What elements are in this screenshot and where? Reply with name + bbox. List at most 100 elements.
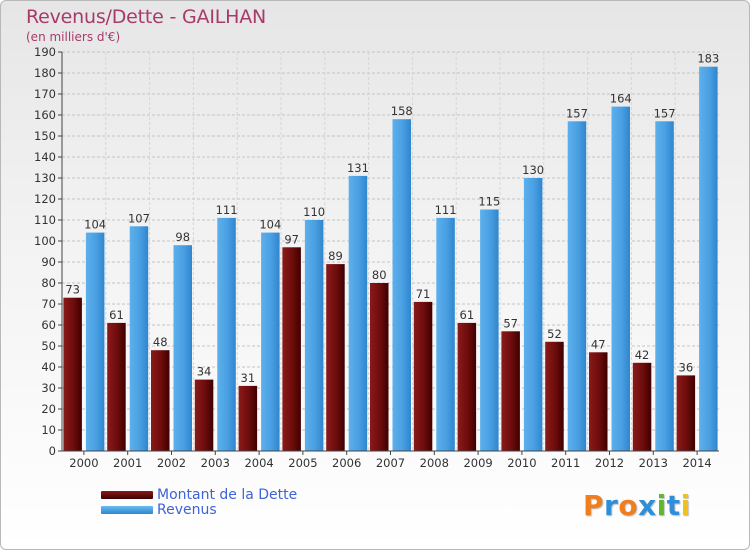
bar-debt: [676, 375, 696, 451]
x-tick-label: 2010: [507, 456, 536, 470]
data-label-debt: 34: [197, 365, 212, 379]
data-label-debt: 97: [284, 232, 299, 246]
x-tick-label: 2012: [595, 456, 624, 470]
bar-debt: [589, 352, 608, 451]
x-tick-label: 2000: [69, 456, 98, 470]
y-tick-label: 130: [34, 171, 56, 185]
bar-debt: [107, 322, 126, 451]
data-label-revenus: 158: [391, 104, 413, 118]
x-tick-label: 2008: [420, 456, 449, 470]
x-tick-label: 2014: [682, 456, 711, 470]
bar-revenus: [392, 119, 411, 451]
x-tick-label: 2005: [288, 456, 317, 470]
x-tick-label: 2004: [244, 456, 273, 470]
data-label-debt: 52: [547, 327, 562, 341]
data-label-debt: 36: [679, 360, 694, 374]
x-tick-label: 2002: [157, 456, 186, 470]
x-tick-label: 2011: [551, 456, 580, 470]
bar-revenus: [129, 226, 149, 451]
bar-debt: [370, 283, 389, 451]
data-label-revenus: 164: [610, 92, 632, 106]
bar-revenus: [699, 66, 718, 451]
data-label-debt: 48: [153, 335, 168, 349]
bar-debt: [151, 350, 170, 451]
bar-debt: [413, 301, 433, 451]
y-tick-label: 0: [49, 444, 56, 458]
bars: [63, 66, 718, 452]
x-tick-label: 2013: [639, 456, 668, 470]
y-tick-label: 100: [34, 234, 56, 248]
data-label-revenus: 183: [697, 52, 719, 66]
bar-revenus: [480, 209, 499, 451]
chart-subtitle: (en milliers d'€): [26, 30, 121, 44]
y-tick-label: 30: [41, 381, 56, 395]
bar-revenus: [655, 121, 674, 452]
data-label-revenus: 131: [347, 161, 369, 175]
legend-item-debt: Montant de la Dette: [101, 487, 297, 503]
bar-revenus: [567, 121, 587, 452]
data-label-revenus: 104: [259, 218, 281, 232]
x-tick-label: 2006: [332, 456, 361, 470]
legend-swatch-revenus: [101, 506, 153, 514]
y-tick-label: 170: [34, 87, 56, 101]
data-label-debt: 80: [372, 268, 387, 282]
y-tick-label: 110: [34, 213, 56, 227]
x-tick-label: 2001: [113, 456, 142, 470]
data-label-revenus: 107: [128, 211, 150, 225]
data-label-revenus: 98: [175, 230, 190, 244]
gridlines: [62, 51, 719, 452]
data-label-debt: 42: [635, 348, 650, 362]
data-label-revenus: 157: [566, 106, 588, 120]
bar-debt: [326, 264, 345, 451]
bar-debt: [194, 379, 214, 451]
chart-title: Revenus/Dette - GAILHAN: [26, 6, 267, 28]
data-label-revenus: 130: [522, 163, 544, 177]
y-tick-label: 10: [41, 423, 56, 437]
bar-revenus: [85, 232, 105, 451]
legend-label-revenus: Revenus: [157, 502, 217, 518]
data-label-revenus: 110: [303, 205, 325, 219]
y-tick-label: 80: [41, 276, 56, 290]
y-tick-label: 50: [41, 339, 56, 353]
bar-debt: [545, 341, 564, 451]
x-tick-label: 2003: [201, 456, 230, 470]
data-label-debt: 89: [328, 249, 343, 263]
bar-revenus: [436, 217, 455, 451]
data-label-debt: 71: [416, 287, 431, 301]
y-tick-label: 190: [34, 45, 56, 59]
legend-label-debt: Montant de la Dette: [157, 487, 298, 503]
bar-debt: [63, 297, 82, 451]
data-label-debt: 73: [65, 283, 80, 297]
data-label-revenus: 111: [435, 203, 457, 217]
bar-revenus: [304, 220, 324, 451]
bar-revenus: [173, 245, 192, 451]
data-label-revenus: 111: [216, 203, 238, 217]
data-label-revenus: 115: [478, 195, 500, 209]
y-tick-label: 180: [34, 66, 56, 80]
y-tick-label: 140: [34, 150, 56, 164]
y-tick-label: 60: [41, 318, 56, 332]
y-tick-label: 20: [41, 402, 56, 416]
axes: 0 10 20 30 40 50 60 70 80 90 100 110 120 130 140 150 160…: [34, 45, 719, 470]
data-label-revenus: 104: [84, 218, 106, 232]
bar-revenus: [523, 178, 543, 451]
data-label-debt: 31: [241, 371, 256, 385]
value-labels: 7310461107489834111311049711089131801587…: [65, 52, 719, 385]
data-label-revenus: 157: [654, 106, 676, 120]
data-label-debt: 57: [503, 316, 518, 330]
bar-debt: [282, 247, 301, 451]
data-label-debt: 47: [591, 337, 606, 351]
y-tick-label: 150: [34, 129, 56, 143]
bar-debt: [632, 362, 652, 451]
data-label-debt: 61: [460, 308, 475, 322]
bar-debt: [238, 385, 258, 451]
y-tick-label: 120: [34, 192, 56, 206]
bar-revenus: [217, 217, 236, 451]
x-tick-label: 2007: [376, 456, 405, 470]
bar-revenus: [261, 232, 280, 451]
bar-revenus: [348, 175, 368, 451]
bar-revenus: [611, 106, 630, 451]
x-tick-label: 2009: [463, 456, 492, 470]
